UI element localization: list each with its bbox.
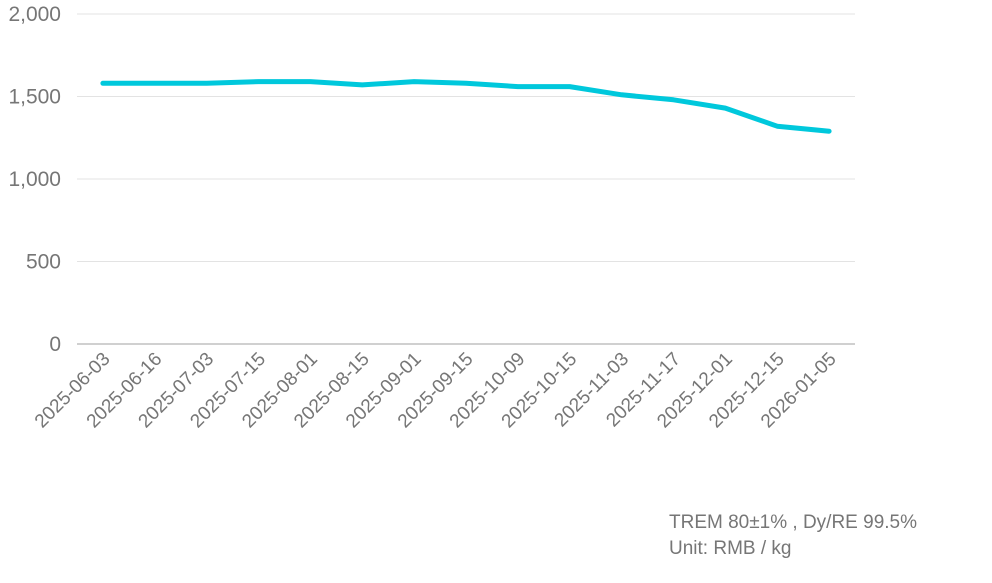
y-axis-ticks: 0 500 1,000 1,500 2,000 xyxy=(8,3,61,356)
chart-footnote: TREM 80±1% , Dy/RE 99.5% Unit: RMB / kg xyxy=(669,510,917,562)
unit-note: Unit: RMB / kg xyxy=(669,538,792,559)
y-tick-label: 2,000 xyxy=(8,3,61,26)
gridlines xyxy=(77,13,855,262)
y-tick-label: 1,000 xyxy=(8,168,61,191)
x-axis-ticks: 2025-06-032025-06-162025-07-032025-07-15… xyxy=(31,349,841,433)
line-chart: 0 500 1,000 1,500 2,000 2025-06-032025-06-16… xyxy=(8,3,855,433)
spec-note: TREM 80±1% , Dy/RE 99.5% xyxy=(669,512,918,533)
y-tick-label: 0 xyxy=(49,333,61,356)
series-line-price xyxy=(100,79,832,134)
y-tick-label: 500 xyxy=(26,251,61,274)
y-tick-label: 1,500 xyxy=(8,86,61,109)
